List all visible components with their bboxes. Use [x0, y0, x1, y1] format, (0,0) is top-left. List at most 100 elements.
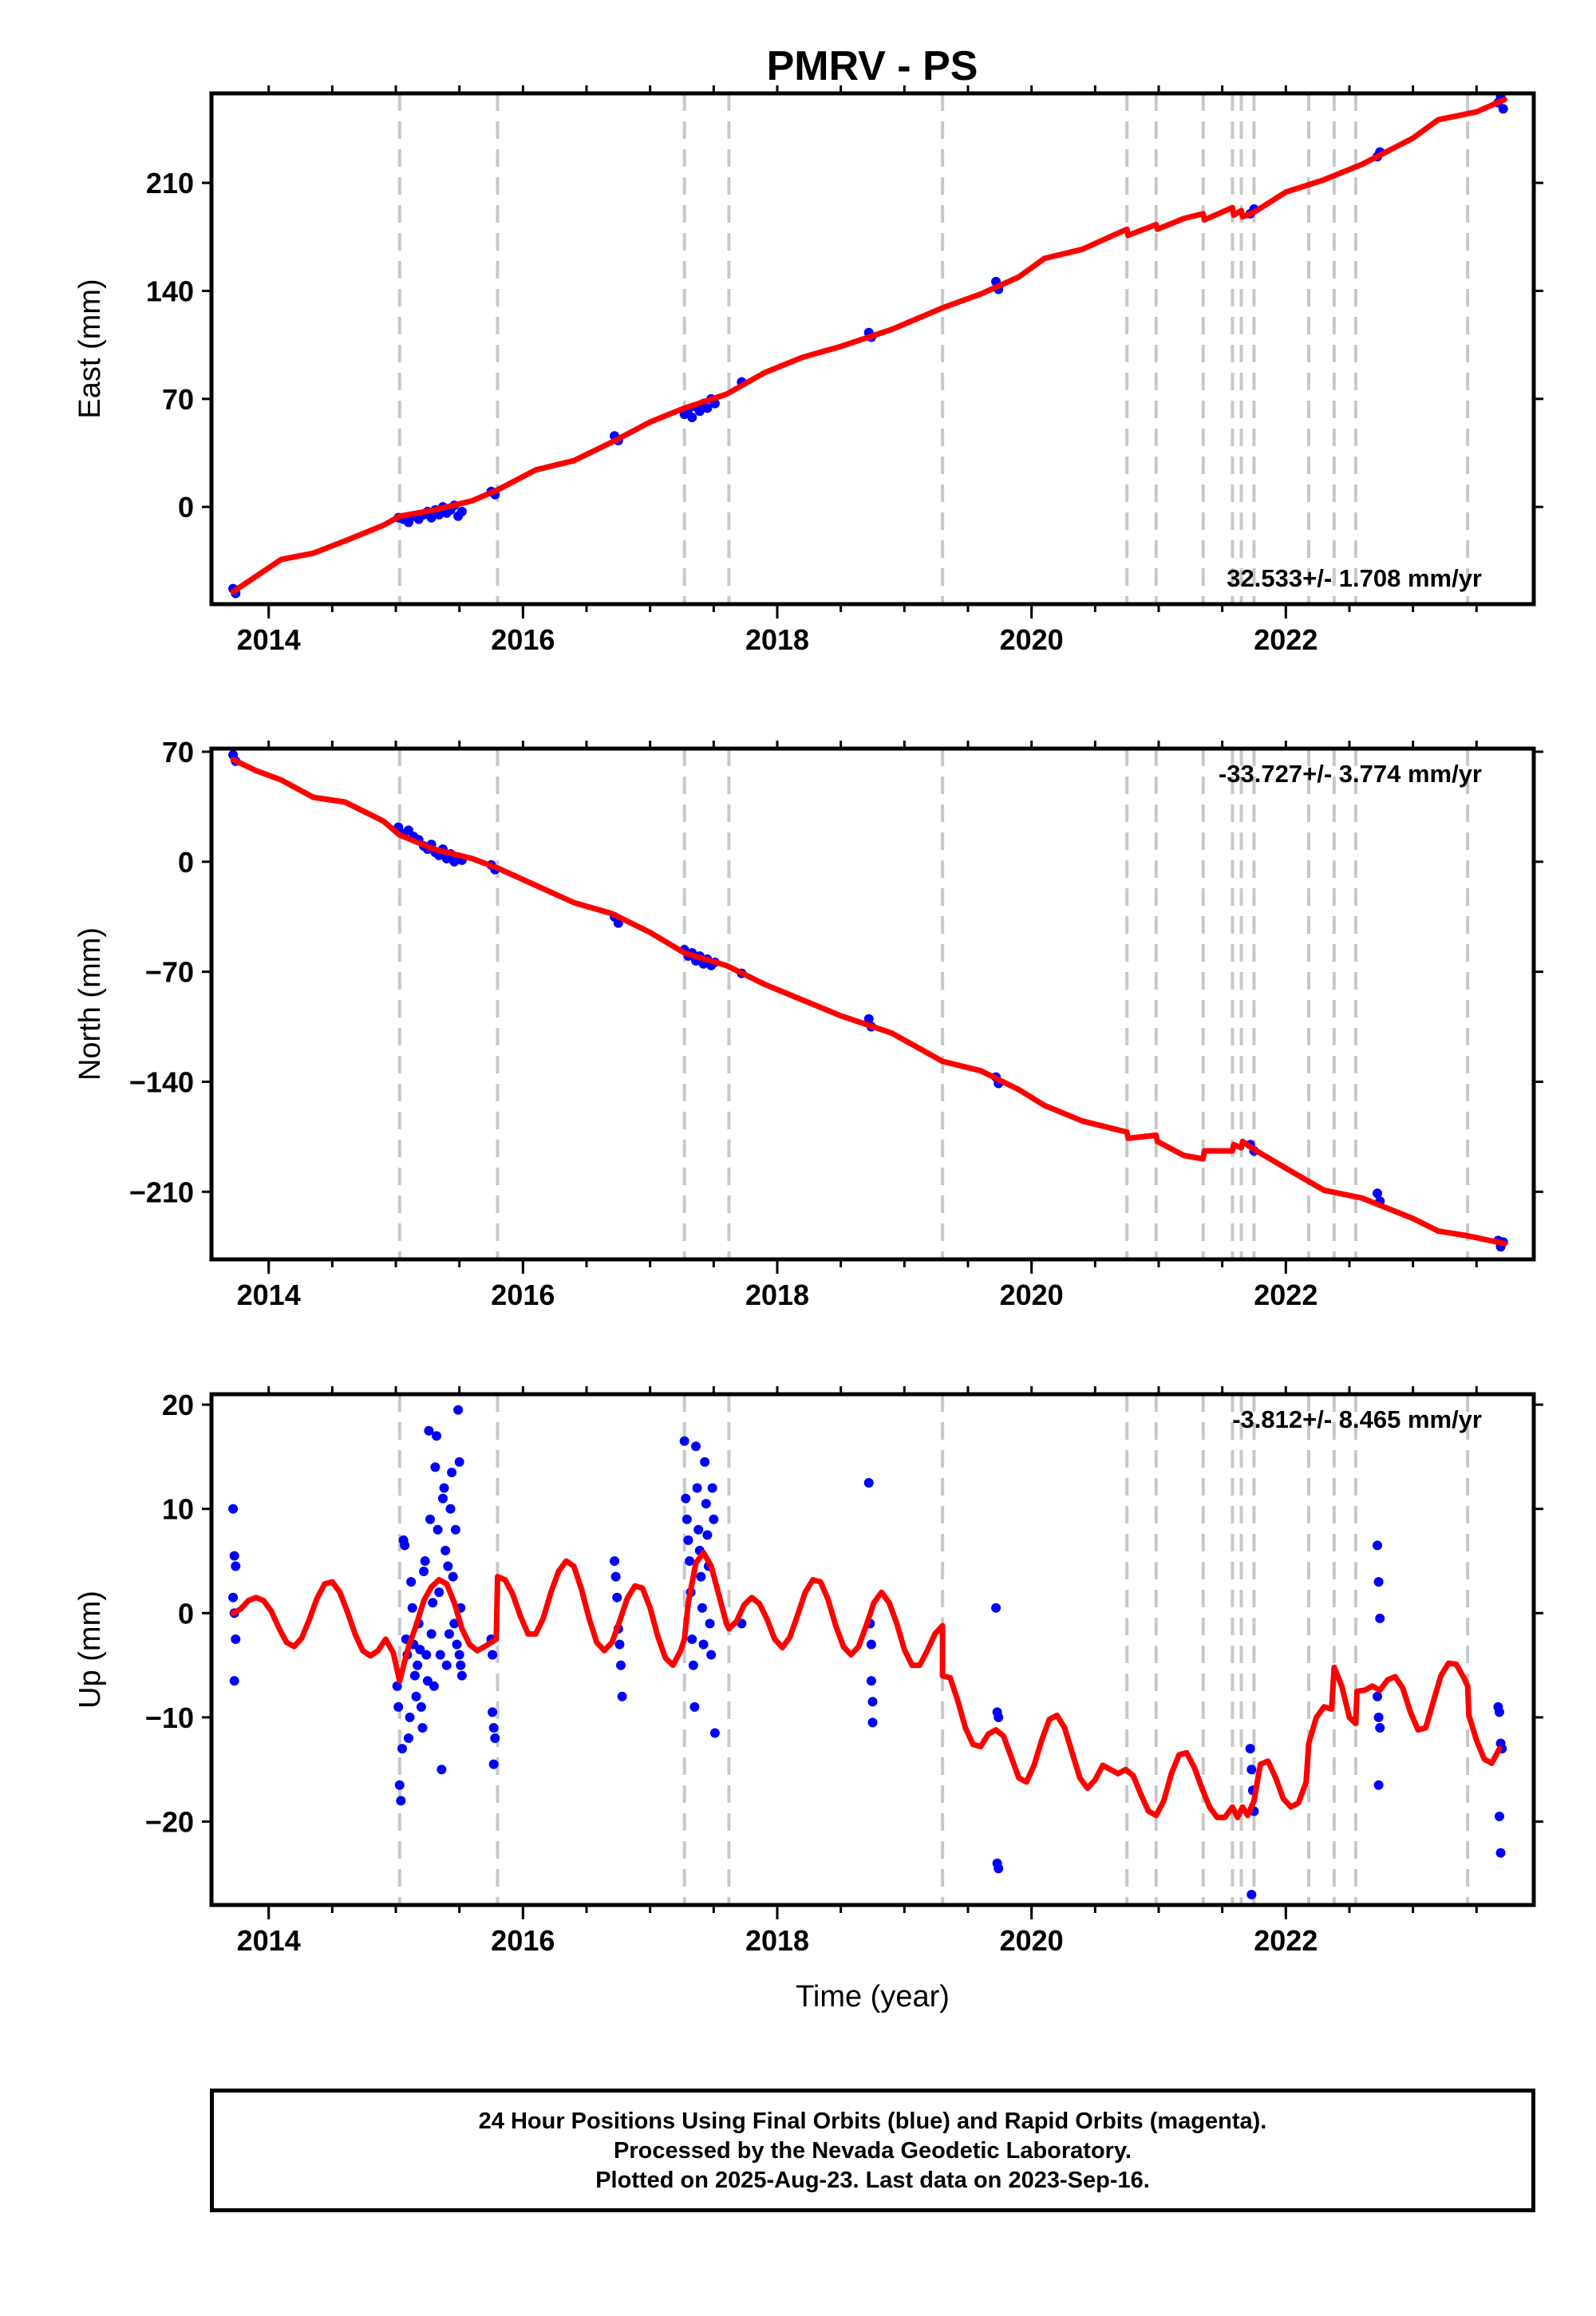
data-point: [685, 1555, 695, 1566]
data-point: [392, 1681, 402, 1691]
data-point: [415, 1645, 425, 1654]
data-point: [456, 1670, 467, 1681]
data-point: [417, 1722, 428, 1733]
chart-title: PMRV - PS: [767, 43, 978, 89]
data-point: [1498, 104, 1508, 114]
data-point: [1494, 1811, 1504, 1821]
data-point: [1246, 1889, 1257, 1899]
data-point: [405, 1712, 415, 1722]
y-tick-label: 210: [146, 167, 194, 200]
data-point: [1246, 1765, 1257, 1775]
data-point: [439, 1483, 449, 1493]
data-point: [1245, 1744, 1255, 1754]
data-point: [421, 1650, 432, 1660]
data-point: [490, 1733, 500, 1744]
x-tick-label: 2018: [745, 1924, 809, 1957]
data-point: [1494, 1707, 1504, 1717]
plot-frame: [209, 746, 1536, 1262]
x-axis-label: Time (year): [796, 1980, 950, 2014]
data-point: [397, 1744, 407, 1754]
data-point: [454, 1650, 464, 1660]
data-point: [614, 1639, 625, 1650]
data-point: [447, 1467, 457, 1477]
data-point: [453, 1405, 464, 1415]
model-line: [230, 97, 1507, 595]
x-tick-label: 2014: [237, 1924, 301, 1957]
x-tick-label: 2022: [1254, 623, 1317, 656]
data-point: [991, 1603, 1001, 1613]
data-point: [693, 1524, 704, 1535]
data-point: [448, 1571, 458, 1582]
data-point: [413, 1660, 423, 1670]
data-point: [231, 1634, 241, 1644]
x-tick-label: 2014: [237, 1279, 301, 1311]
y-axis-label: Up (mm): [73, 1591, 107, 1709]
data-point: [452, 1639, 462, 1650]
data-point: [1373, 1712, 1384, 1722]
data-point: [705, 1618, 715, 1629]
footer-line-plotted: Plotted on 2025-Aug-23. Last data on 202…: [595, 2168, 1150, 2193]
footer-line-processed: Processed by the Nevada Geodetic Laborat…: [614, 2138, 1132, 2164]
data-point: [450, 1524, 460, 1535]
data-point: [432, 1431, 442, 1441]
data-point: [709, 1728, 720, 1738]
data-point: [994, 1712, 1004, 1722]
x-tick-label: 2020: [1000, 1279, 1064, 1311]
data-point: [428, 1598, 438, 1608]
data-point: [429, 1681, 439, 1691]
data-point: [994, 1863, 1004, 1874]
data-point: [426, 1629, 437, 1639]
velocity-annotation: 32.533+/- 1.708 mm/yr: [1227, 564, 1482, 592]
data-point: [681, 1493, 691, 1504]
y-tick-label: −210: [129, 1176, 194, 1208]
panel-north: 70 0 −70 −140 −210 2014 2016 2018 2020 2022 North …: [73, 736, 1543, 1311]
data-point: [456, 506, 467, 516]
data-point: [400, 1540, 410, 1551]
data-point: [228, 1592, 239, 1603]
data-point: [867, 1717, 878, 1728]
data-point: [440, 1545, 451, 1555]
data-point: [434, 1587, 444, 1598]
data-point: [616, 1660, 626, 1670]
data-point: [1373, 1577, 1384, 1587]
data-point: [700, 1456, 710, 1467]
data-point: [229, 1676, 239, 1686]
data-point: [610, 1571, 621, 1582]
y-tick-label: −20: [145, 1806, 194, 1839]
data-point: [437, 1493, 448, 1504]
x-tick-label: 2014: [237, 623, 301, 656]
y-tick-label: −10: [145, 1701, 194, 1734]
y-tick-label: 70: [162, 383, 194, 416]
plot-frame: [209, 1392, 1536, 1907]
data-point: [1373, 1780, 1384, 1790]
y-tick-label: 140: [146, 275, 194, 307]
data-point: [435, 1650, 445, 1660]
processing-info-box: 24 Hour Positions Using Final Orbits (bl…: [210, 2089, 1535, 2212]
data-point: [424, 1425, 434, 1436]
y-tick-label: 0: [178, 1597, 194, 1630]
x-tick-label: 2016: [491, 1924, 555, 1957]
data-point: [706, 1650, 717, 1660]
data-point: [396, 1796, 406, 1806]
data-point: [702, 403, 713, 413]
data-point: [409, 1670, 420, 1681]
data-point: [488, 1759, 499, 1769]
x-tick-label: 2022: [1254, 1279, 1317, 1311]
data-point: [617, 1691, 627, 1701]
data-point: [863, 1478, 874, 1488]
data-point: [867, 1697, 878, 1707]
data-point: [433, 1524, 443, 1535]
data-point: [696, 1571, 706, 1582]
y-tick-label: 70: [162, 736, 194, 769]
y-axis-label: North (mm): [73, 927, 107, 1081]
data-point: [679, 1436, 689, 1446]
data-point: [698, 1639, 709, 1650]
x-tick-label: 2018: [745, 623, 809, 656]
data-point: [707, 1483, 717, 1493]
data-point: [688, 1660, 698, 1670]
data-point: [394, 1780, 405, 1790]
data-point: [441, 1660, 452, 1670]
data-point: [681, 1514, 692, 1524]
y-tick-label: 20: [162, 1389, 194, 1421]
